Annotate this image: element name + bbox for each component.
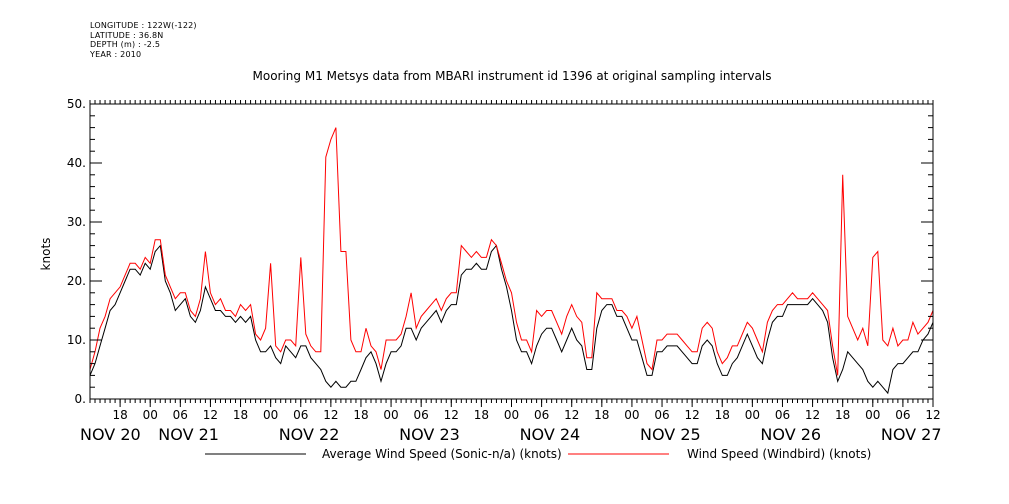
x-hour-label: 18 <box>112 408 127 422</box>
metadata-block: LONGITUDE : 122W(-122) LATITUDE : 36.8N … <box>90 21 197 59</box>
x-hour-label: 12 <box>323 408 338 422</box>
x-hour-label: 06 <box>173 408 188 422</box>
y-tick-label: 20. <box>67 274 86 288</box>
y-axis: 0. 10. 20. 30. 40. 50. <box>67 97 933 406</box>
x-hour-label: 00 <box>865 408 880 422</box>
x-hour-label: 12 <box>925 408 940 422</box>
x-hour-label: 12 <box>805 408 820 422</box>
x-hour-label: 12 <box>685 408 700 422</box>
x-day-label: NOV 26 <box>760 425 821 444</box>
x-day-label: NOV 25 <box>640 425 701 444</box>
series-line-average-wind <box>89 244 934 395</box>
x-hour-label: 06 <box>293 408 308 422</box>
x-hour-label: 18 <box>835 408 850 422</box>
x-hour-label: 18 <box>715 408 730 422</box>
plot-frame <box>89 103 934 400</box>
x-day-label: NOV 24 <box>520 425 581 444</box>
x-hour-label: 00 <box>504 408 519 422</box>
x-day-label: NOV 27 <box>881 425 942 444</box>
x-hour-label: 00 <box>745 408 760 422</box>
x-hour-label: 06 <box>895 408 910 422</box>
longitude-label: LONGITUDE : 122W(-122) <box>90 21 197 30</box>
x-hour-label: 06 <box>534 408 549 422</box>
y-tick-label: 40. <box>67 156 86 170</box>
year-label: YEAR : 2010 <box>90 49 142 59</box>
x-hour-label: 06 <box>775 408 790 422</box>
y-tick-label: 50. <box>67 97 86 111</box>
x-hour-label: 18 <box>353 408 368 422</box>
legend: Average Wind Speed (Sonic-n/a) (knots) W… <box>205 447 871 461</box>
x-hour-label: 00 <box>263 408 278 422</box>
x-hour-label: 12 <box>203 408 218 422</box>
x-hour-label: 18 <box>474 408 489 422</box>
x-hour-label: 12 <box>444 408 459 422</box>
x-hour-label: 00 <box>383 408 398 422</box>
x-day-label: NOV 20 <box>80 425 141 444</box>
x-hour-label: 12 <box>564 408 579 422</box>
x-axis: 18 00 06 12 18 00 06 12 18 00 06 12 18 00 06 12 18 00 06 12… <box>80 100 942 444</box>
x-hour-label: 18 <box>233 408 248 422</box>
y-tick-label: 30. <box>67 215 86 229</box>
x-day-label: NOV 21 <box>158 425 219 444</box>
x-hour-label: 18 <box>594 408 609 422</box>
x-hour-label: 00 <box>624 408 639 422</box>
chart-title: Mooring M1 Metsys data from MBARI instru… <box>253 69 772 83</box>
y-axis-label: knots <box>39 238 53 271</box>
y-tick-label: 0. <box>75 392 86 406</box>
y-tick-label: 10. <box>67 333 86 347</box>
x-hour-label: 06 <box>414 408 429 422</box>
legend-label-windbird: Wind Speed (Windbird) (knots) <box>687 447 871 461</box>
x-day-label: NOV 22 <box>279 425 340 444</box>
series-line-windbird <box>89 127 934 376</box>
latitude-label: LATITUDE : 36.8N <box>90 30 164 40</box>
depth-label: DEPTH (m) : -2.5 <box>90 40 161 49</box>
x-hour-label: 06 <box>654 408 669 422</box>
x-hour-label: 00 <box>143 408 158 422</box>
legend-label-average-wind: Average Wind Speed (Sonic-n/a) (knots) <box>322 447 562 461</box>
series-layer <box>89 127 934 395</box>
x-day-label: NOV 23 <box>399 425 460 444</box>
